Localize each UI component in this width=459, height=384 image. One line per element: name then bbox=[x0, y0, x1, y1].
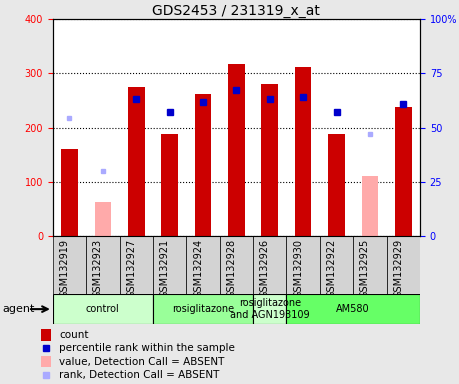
Bar bbox=[53, 236, 86, 294]
Bar bbox=[228, 64, 245, 236]
Bar bbox=[328, 134, 345, 236]
Bar bbox=[253, 294, 286, 324]
Text: GSM132919: GSM132919 bbox=[60, 239, 69, 298]
Text: GSM132923: GSM132923 bbox=[93, 239, 103, 298]
Bar bbox=[262, 84, 278, 236]
Text: GSM132924: GSM132924 bbox=[193, 239, 203, 298]
Text: value, Detection Call = ABSENT: value, Detection Call = ABSENT bbox=[60, 356, 225, 367]
Bar bbox=[161, 134, 178, 236]
Bar bbox=[153, 294, 253, 324]
Text: GSM132930: GSM132930 bbox=[293, 239, 303, 298]
Text: GSM132925: GSM132925 bbox=[360, 239, 370, 298]
Text: GSM132928: GSM132928 bbox=[226, 239, 236, 298]
Text: AM580: AM580 bbox=[336, 304, 370, 314]
Bar bbox=[295, 67, 312, 236]
Bar bbox=[220, 236, 253, 294]
Bar bbox=[119, 236, 153, 294]
Bar bbox=[95, 202, 111, 236]
Bar bbox=[128, 87, 145, 236]
Bar bbox=[362, 177, 378, 236]
Bar bbox=[320, 236, 353, 294]
Text: GSM132929: GSM132929 bbox=[393, 239, 403, 298]
Bar bbox=[195, 94, 211, 236]
Text: agent: agent bbox=[2, 304, 35, 314]
Text: control: control bbox=[86, 304, 120, 314]
Bar bbox=[53, 294, 153, 324]
Text: percentile rank within the sample: percentile rank within the sample bbox=[60, 343, 235, 353]
Bar bbox=[286, 236, 320, 294]
Bar bbox=[395, 107, 412, 236]
Bar bbox=[353, 236, 386, 294]
Bar bbox=[286, 294, 420, 324]
Text: rosiglitazone
and AGN193109: rosiglitazone and AGN193109 bbox=[230, 298, 309, 320]
Bar bbox=[41, 356, 51, 367]
Text: GSM132922: GSM132922 bbox=[326, 239, 336, 298]
Text: rosiglitazone: rosiglitazone bbox=[172, 304, 234, 314]
Title: GDS2453 / 231319_x_at: GDS2453 / 231319_x_at bbox=[152, 4, 320, 18]
Text: GSM132921: GSM132921 bbox=[160, 239, 170, 298]
Bar bbox=[386, 236, 420, 294]
Bar bbox=[61, 149, 78, 236]
Bar bbox=[186, 236, 220, 294]
Text: GSM132926: GSM132926 bbox=[260, 239, 270, 298]
Text: GSM132927: GSM132927 bbox=[126, 239, 136, 298]
Text: rank, Detection Call = ABSENT: rank, Detection Call = ABSENT bbox=[60, 370, 220, 380]
Bar bbox=[253, 236, 286, 294]
Text: count: count bbox=[60, 330, 89, 340]
Bar bbox=[153, 236, 186, 294]
Bar bbox=[41, 329, 51, 341]
Bar bbox=[86, 236, 119, 294]
